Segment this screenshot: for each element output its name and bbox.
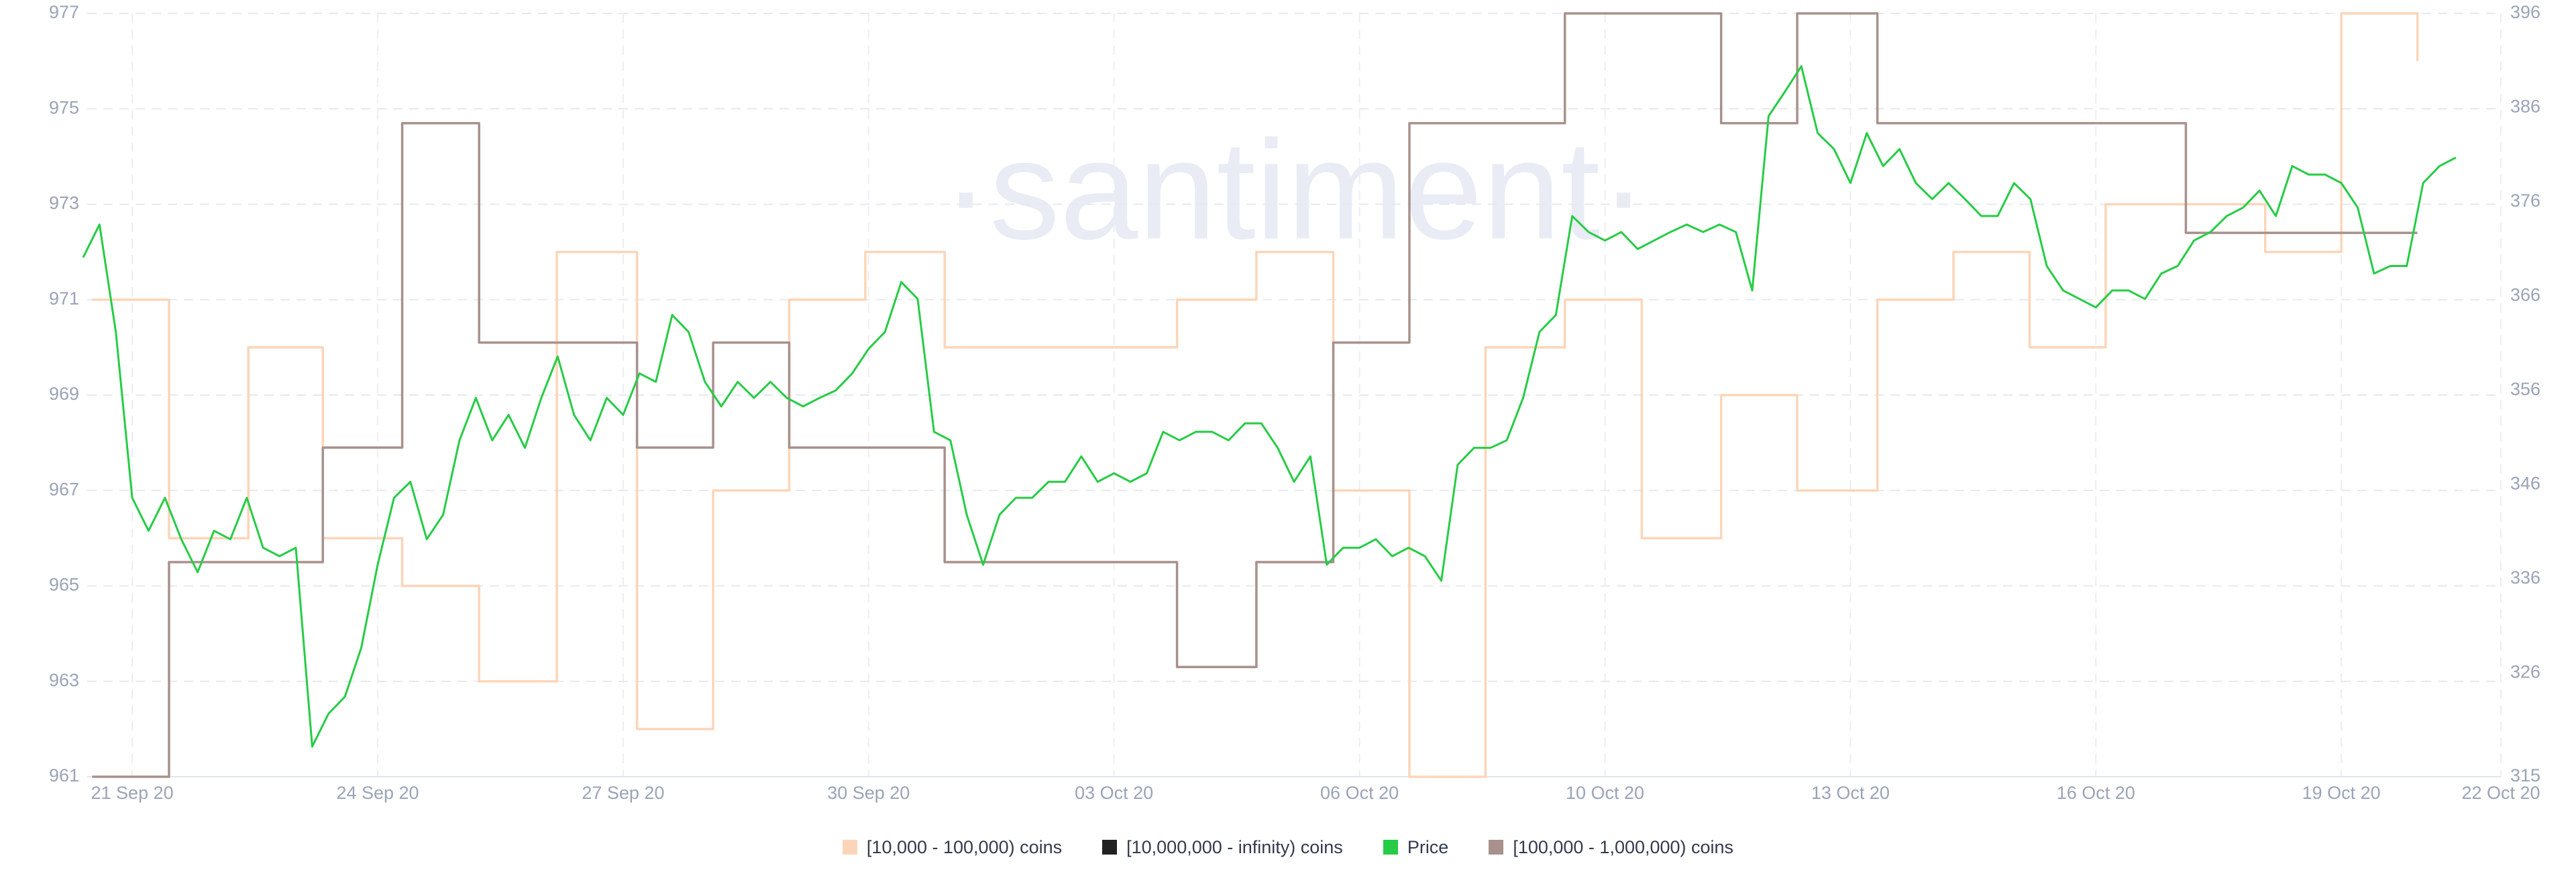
y2-tick-label: 366 (2510, 285, 2540, 305)
y-tick-label: 961 (49, 765, 79, 785)
legend-swatch (842, 840, 857, 855)
x-tick-label: 30 Sep 20 (827, 783, 910, 803)
x-tick-label: 24 Sep 20 (336, 783, 419, 803)
y2-tick-label: 396 (2510, 2, 2540, 22)
legend-label: Price (1407, 836, 1449, 857)
watermark: ·santiment· (943, 111, 1647, 268)
y2-tick-label: 376 (2510, 190, 2540, 211)
y2-tick-label: 336 (2510, 567, 2540, 588)
y2-tick-label: 315 (2510, 765, 2540, 785)
y2-tick-label: 346 (2510, 474, 2540, 494)
x-tick-label: 19 Oct 20 (2302, 783, 2381, 803)
y-tick-label: 963 (49, 670, 79, 690)
y2-tick-label: 356 (2510, 379, 2540, 399)
chart: ·santiment· 961 963 965 967 969 971 973 975 977 3… (49, 2, 2540, 803)
legend-item[interactable]: [10,000,000 - infinity) coins (1102, 837, 1343, 858)
legend-label: [100,000 - 1,000,000) coins (1513, 836, 1734, 857)
legend-item[interactable]: [100,000 - 1,000,000) coins (1489, 837, 1733, 858)
x-tick-label: 06 Oct 20 (1320, 783, 1399, 803)
y-tick-label: 965 (49, 575, 79, 595)
legend-swatch (1489, 840, 1504, 855)
price-line (82, 65, 2457, 748)
legend-item[interactable]: Price (1383, 836, 1449, 858)
x-tick-label: 21 Sep 20 (91, 783, 174, 803)
y-tick-label: 977 (49, 2, 79, 22)
grid (87, 13, 2502, 777)
y-tick-label: 975 (49, 97, 79, 117)
legend-swatch (1102, 840, 1118, 855)
y2-tick-label: 326 (2510, 662, 2540, 682)
x-tick-label: 22 Oct 20 (2461, 783, 2540, 803)
legend-swatch (1383, 840, 1398, 855)
x-tick-label: 16 Oct 20 (2057, 783, 2135, 803)
y-tick-label: 967 (49, 479, 79, 499)
step-line (92, 12, 2418, 778)
legend-item[interactable]: [10,000 - 100,000) coins (842, 836, 1063, 858)
legend-label: [10,000 - 100,000) coins (866, 836, 1063, 857)
y2-tick-label: 386 (2510, 97, 2540, 117)
y-tick-label: 971 (49, 288, 79, 309)
step-line (92, 12, 2419, 778)
y-tick-label: 969 (49, 384, 79, 404)
legend: [10,000 - 100,000) coins [10,000,000 - in… (0, 830, 2576, 864)
x-tick-label: 03 Oct 20 (1075, 783, 1153, 803)
x-tick-label: 10 Oct 20 (1566, 783, 1644, 803)
x-tick-label: 27 Sep 20 (582, 783, 664, 803)
legend-label: [10,000,000 - infinity) coins (1126, 836, 1343, 857)
x-tick-label: 13 Oct 20 (1811, 783, 1890, 803)
y-tick-label: 973 (49, 193, 79, 213)
